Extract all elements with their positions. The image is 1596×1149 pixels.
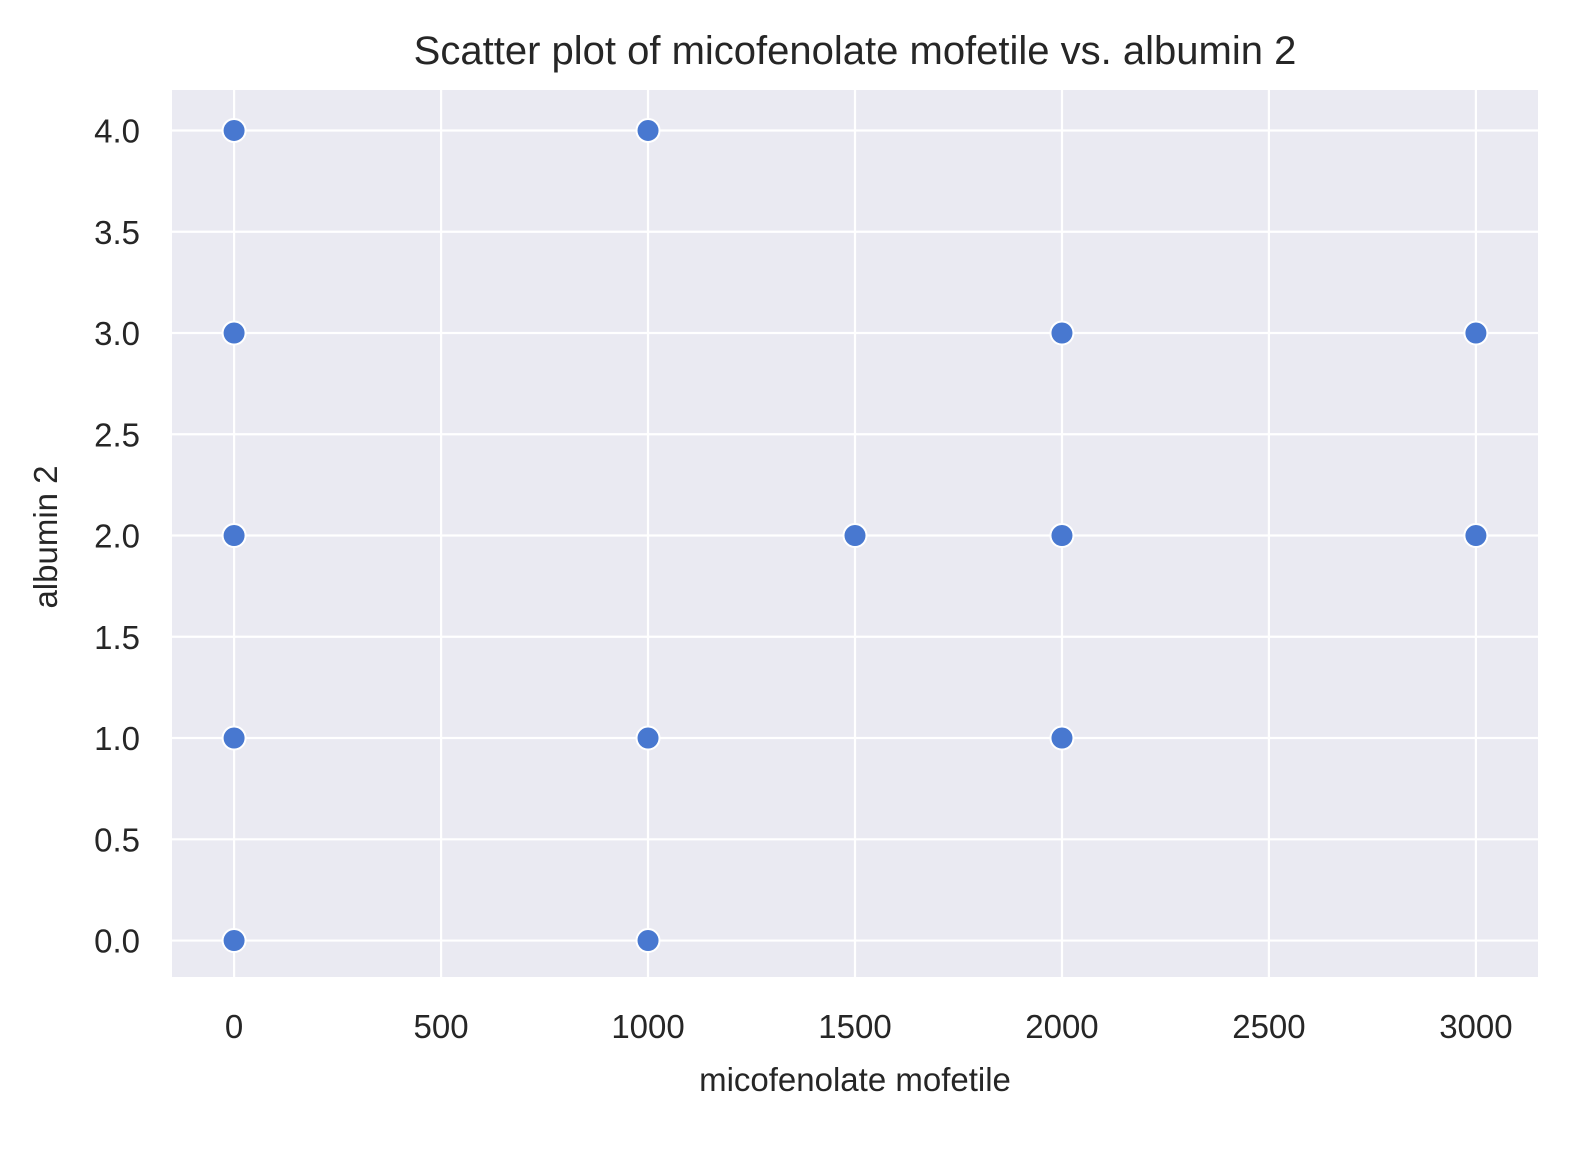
data-point [635,725,661,751]
x-tick-label: 500 [414,1008,469,1045]
chart-title: Scatter plot of micofenolate mofetile vs… [414,29,1297,73]
y-axis-ticks: 0.0 0.5 1.0 1.5 2.0 2.5 3.0 3.5 4.0 [94,113,140,960]
y-tick-label: 4.0 [94,113,140,150]
x-tick-label: 1500 [818,1008,891,1045]
x-axis-label: micofenolate mofetile [699,1061,1011,1098]
x-axis-ticks: 0 500 1000 1500 2000 2500 3000 [225,1008,1513,1045]
data-point [842,523,868,549]
y-tick-label: 1.0 [94,720,140,757]
data-point [635,118,661,144]
data-point [221,928,247,954]
x-tick-label: 3000 [1439,1008,1512,1045]
y-tick-label: 0.0 [94,923,140,960]
data-point [221,725,247,751]
x-tick-label: 1000 [611,1008,684,1045]
data-point [1049,320,1075,346]
data-point [221,118,247,144]
y-tick-label: 3.0 [94,315,140,352]
x-tick-label: 2000 [1025,1008,1098,1045]
x-tick-label: 2500 [1232,1008,1305,1045]
data-point [1463,320,1489,346]
y-tick-label: 1.5 [94,619,140,656]
y-axis-label: albumin 2 [27,465,64,608]
data-point [221,523,247,549]
y-tick-label: 2.0 [94,518,140,555]
data-point [635,928,661,954]
data-point [1049,725,1075,751]
y-tick-label: 2.5 [94,416,140,453]
data-point [1463,523,1489,549]
y-tick-label: 3.5 [94,214,140,251]
x-tick-label: 0 [225,1008,243,1045]
data-point [1049,523,1075,549]
y-tick-label: 0.5 [94,821,140,858]
scatter-points [221,118,1489,954]
data-point [221,320,247,346]
